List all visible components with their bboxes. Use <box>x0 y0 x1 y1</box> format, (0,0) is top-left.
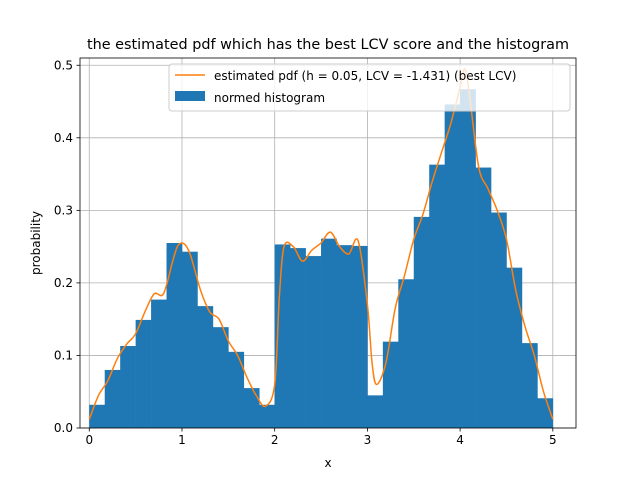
histogram-bar <box>413 216 430 428</box>
histogram-bar <box>398 279 415 428</box>
y-axis-label: probability <box>29 211 43 275</box>
x-tick-label: 5 <box>549 433 557 447</box>
y-tick-label: 0.5 <box>54 58 73 72</box>
legend-histogram-swatch <box>175 91 205 101</box>
histogram-bar <box>120 346 136 428</box>
histogram-bar <box>382 341 399 428</box>
histogram-bar <box>367 395 384 428</box>
plot-frame <box>79 57 577 429</box>
legend-pdf-label: estimated pdf (h = 0.05, LCV = -1.431) (… <box>214 69 516 83</box>
histogram-bar <box>491 212 507 428</box>
histogram-bar <box>259 404 275 428</box>
x-tick-label: 2 <box>271 433 279 447</box>
histogram-bar <box>89 404 106 428</box>
histogram-bar <box>444 104 461 429</box>
histogram-bar <box>243 388 260 428</box>
histogram-bar <box>537 398 554 428</box>
histogram-bar <box>336 245 353 428</box>
y-tick-label: 0.3 <box>54 203 73 217</box>
y-axis-ticks: 0.0 0.1 0.2 0.3 0.4 0.5 <box>54 58 80 435</box>
histogram-bar <box>166 243 183 428</box>
x-tick-label: 4 <box>456 433 464 447</box>
y-tick-label: 0.4 <box>54 131 73 145</box>
x-axis-label: x <box>324 456 331 470</box>
legend-histogram-label: normed histogram <box>214 91 325 105</box>
x-tick-label: 0 <box>85 433 93 447</box>
histogram-bar <box>460 89 476 428</box>
y-tick-label: 0.0 <box>54 421 73 435</box>
histogram-bar <box>351 245 368 428</box>
histogram-bar <box>321 238 337 428</box>
x-tick-label: 3 <box>364 433 372 447</box>
histogram-bar <box>181 251 198 428</box>
histogram-bar <box>228 351 245 428</box>
histogram-bar <box>151 299 167 428</box>
x-tick-label: 1 <box>178 433 186 447</box>
histogram-bar <box>197 306 214 428</box>
histogram-bar <box>290 248 306 428</box>
histogram-bar <box>506 267 523 428</box>
chart-title: the estimated pdf which has the best LCV… <box>87 37 569 53</box>
histogram-bar <box>274 244 291 428</box>
y-tick-label: 0.1 <box>54 348 73 362</box>
y-tick-label: 0.2 <box>54 276 73 290</box>
histogram-bar <box>475 167 492 429</box>
histogram-bar <box>212 327 229 428</box>
legend-frame <box>168 63 571 112</box>
legend: estimated pdf (h = 0.05, LCV = -1.431) (… <box>168 63 571 112</box>
histogram-bar <box>104 369 121 428</box>
histogram-bars <box>89 89 554 429</box>
histogram-bar <box>521 343 538 428</box>
histogram-bar <box>305 256 322 428</box>
histogram-bar <box>135 319 152 428</box>
histogram-bar <box>429 164 445 428</box>
x-axis-ticks: 0 1 2 3 4 5 <box>85 428 557 447</box>
